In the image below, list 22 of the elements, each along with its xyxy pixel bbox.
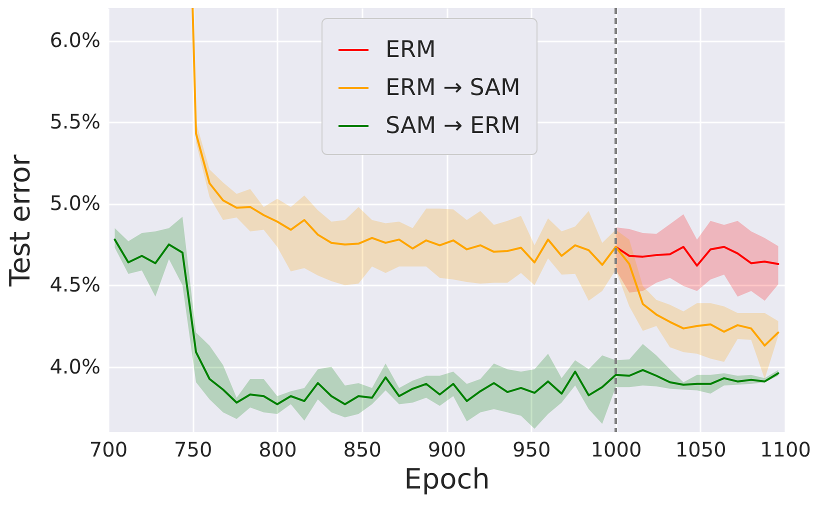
legend-label: ERM (386, 37, 436, 63)
x-tick-label: 950 (512, 438, 551, 462)
y-tick-label: 4.0% (50, 354, 100, 378)
x-tick-label: 900 (428, 438, 466, 462)
legend-label: ERM → SAM (386, 75, 520, 101)
x-tick-label: 1050 (675, 438, 726, 462)
legend-label: SAM → ERM (386, 113, 520, 139)
line-series (192, 8, 780, 347)
line-series (114, 238, 780, 406)
x-tick-label: 1000 (590, 438, 642, 462)
y-tick-label: 5.0% (50, 191, 100, 216)
x-tick-label: 1100 (760, 438, 811, 462)
y-axis-title: Test error (4, 154, 37, 288)
line-series (614, 246, 780, 267)
y-tick-label: 6.0% (50, 28, 100, 52)
y-tick-label: 4.5% (50, 272, 100, 297)
y-tick-label: 5.5% (50, 110, 100, 134)
x-tick-label: 850 (343, 438, 382, 462)
x-tick-label: 800 (258, 438, 297, 462)
x-tick-label: 700 (89, 438, 128, 462)
x-tick-label: 750 (174, 438, 212, 462)
x-axis-title: Epoch (404, 462, 490, 496)
